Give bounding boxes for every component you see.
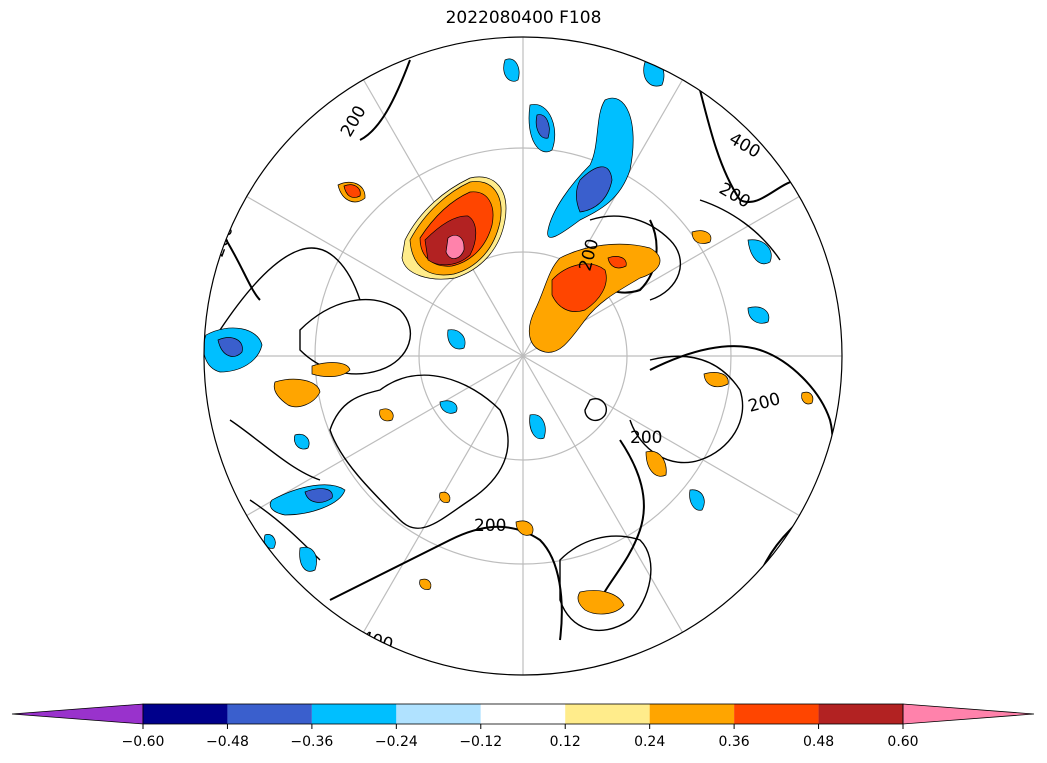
colorbar-tick-label: 0.48 bbox=[803, 734, 834, 750]
anomaly-negative bbox=[575, 166, 613, 213]
contour-label: 400 bbox=[359, 628, 396, 656]
colorbar-tick-label: 0.36 bbox=[719, 734, 750, 750]
colorbar-swatch bbox=[311, 704, 397, 724]
anomaly-positive bbox=[551, 263, 607, 312]
contour-line bbox=[649, 345, 834, 601]
graticule bbox=[204, 37, 842, 675]
colorbar-swatch bbox=[734, 704, 819, 724]
anomaly-negative bbox=[535, 114, 550, 139]
anomaly-positive bbox=[311, 362, 351, 377]
anomaly-positive bbox=[703, 372, 729, 388]
greenland-coast bbox=[329, 374, 509, 529]
colorbar-swatch bbox=[565, 704, 650, 724]
canadian-archipelago bbox=[299, 298, 411, 375]
anomaly-positive bbox=[607, 256, 627, 269]
svalbard-coast bbox=[584, 398, 607, 422]
contour-label: 200 bbox=[630, 428, 662, 448]
anomaly-negative bbox=[689, 489, 705, 511]
anomaly-negative bbox=[299, 546, 317, 572]
contour-label: 200 bbox=[746, 389, 783, 417]
anomaly-negative bbox=[547, 97, 634, 238]
contour-label: 200 bbox=[716, 179, 754, 213]
anomaly-positive bbox=[515, 520, 534, 536]
height-contours bbox=[219, 59, 834, 641]
meridian-line bbox=[246, 355, 524, 517]
anomaly-negative bbox=[529, 414, 546, 440]
contour-label: 400 bbox=[726, 129, 764, 163]
anomaly-positive bbox=[445, 235, 465, 259]
anomaly-negative bbox=[447, 329, 466, 350]
colorbar-swatch bbox=[143, 704, 228, 724]
colorbar-swatch bbox=[818, 704, 903, 724]
contour-line bbox=[359, 59, 411, 141]
meridian-line bbox=[246, 195, 524, 357]
map-boundary bbox=[203, 36, 843, 676]
contour-line bbox=[699, 89, 801, 203]
colorbar-swatch bbox=[396, 704, 481, 724]
colorbar-tick-label: −0.60 bbox=[122, 734, 165, 750]
anomaly-negative bbox=[304, 488, 333, 503]
colorbar-extend-low bbox=[11, 703, 144, 725]
colorbar-swatch bbox=[227, 704, 312, 724]
map-title: 2022080400 F108 bbox=[445, 8, 602, 28]
colorbar-swatch bbox=[480, 704, 566, 724]
anomaly-negative bbox=[503, 58, 520, 82]
siberia-coast bbox=[589, 199, 781, 301]
anomaly-positive bbox=[645, 450, 667, 477]
contour-line bbox=[329, 525, 563, 641]
contour-label: 200 bbox=[474, 516, 506, 536]
anomaly-negative bbox=[439, 400, 458, 414]
polar-map: 200 200 400 200 200 200 200 200 400 bbox=[203, 36, 843, 676]
colorbar-tick-label: −0.12 bbox=[459, 734, 502, 750]
anomaly-positive bbox=[691, 230, 712, 244]
colorbar-tick-label: −0.24 bbox=[375, 734, 418, 750]
contour-line bbox=[309, 631, 371, 641]
anomaly-negative bbox=[294, 434, 310, 450]
anomaly-positive bbox=[273, 378, 321, 408]
meridian-line bbox=[522, 355, 800, 517]
anomaly-fills bbox=[204, 58, 814, 615]
contour-line bbox=[599, 439, 645, 601]
colorbar-extend-high bbox=[902, 703, 1035, 725]
meridian-line bbox=[522, 355, 684, 633]
colorbar-swatches bbox=[11, 703, 1035, 725]
scandinavia-coast bbox=[559, 535, 652, 631]
anomaly-positive bbox=[379, 408, 394, 422]
colorbar: −0.60 −0.48 −0.36 −0.24 −0.12 0.12 0.24 0.36 0.4… bbox=[11, 703, 1035, 750]
contour-label: 200 bbox=[337, 102, 371, 140]
colorbar-tick-label: 0.24 bbox=[634, 734, 665, 750]
colorbar-ticks: −0.60 −0.48 −0.36 −0.24 −0.12 0.12 0.24 0.36 0.4… bbox=[122, 724, 919, 750]
anomaly-negative bbox=[263, 534, 276, 549]
colorbar-tick-label: −0.48 bbox=[206, 734, 249, 750]
anomaly-negative bbox=[269, 484, 346, 516]
colorbar-tick-label: −0.36 bbox=[290, 734, 333, 750]
anomaly-negative bbox=[217, 337, 243, 357]
colorbar-tick-label: 0.60 bbox=[887, 734, 918, 750]
anomaly-negative bbox=[747, 239, 772, 264]
anomaly-positive bbox=[801, 391, 814, 405]
anomaly-positive bbox=[419, 578, 432, 590]
colorbar-tick-label: 0.12 bbox=[550, 734, 581, 750]
anomaly-positive bbox=[577, 590, 625, 615]
meridians bbox=[204, 37, 842, 675]
anomaly-positive bbox=[343, 184, 361, 198]
colorbar-outline bbox=[142, 703, 904, 725]
anomaly-positive bbox=[439, 491, 451, 503]
anomaly-negative bbox=[747, 306, 770, 324]
colorbar-swatch bbox=[649, 704, 735, 724]
